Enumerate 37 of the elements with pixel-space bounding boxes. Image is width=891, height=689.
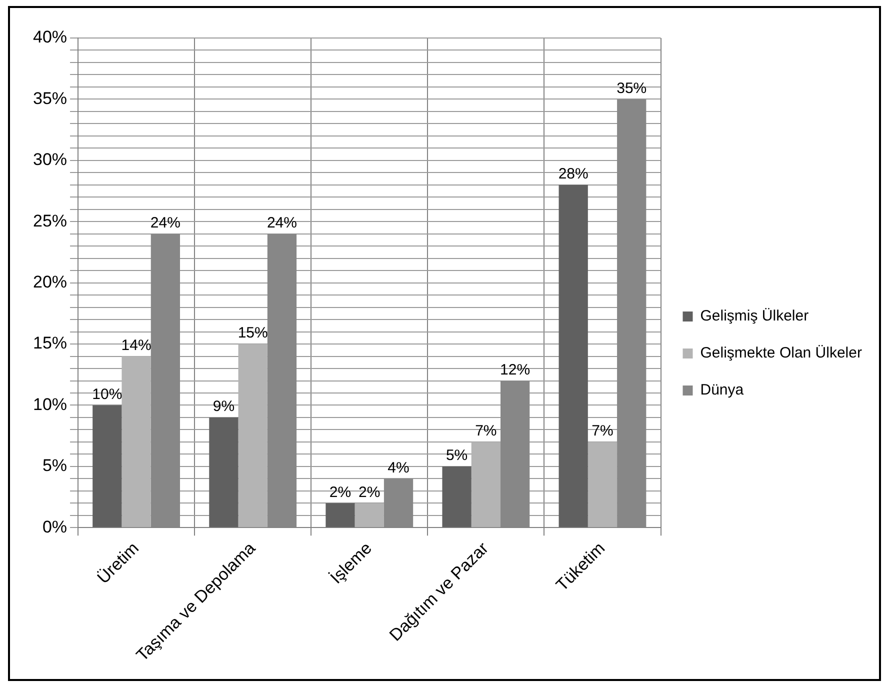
data-label: 14% — [121, 336, 152, 354]
bar — [326, 503, 355, 528]
data-label: 15% — [238, 324, 268, 342]
data-label: 7% — [475, 422, 497, 440]
data-label: 9% — [212, 398, 235, 416]
y-tick-label: 30% — [32, 150, 68, 170]
bar — [442, 466, 472, 528]
data-label: 10% — [92, 386, 122, 403]
data-label: 4% — [388, 459, 410, 476]
bar — [122, 356, 151, 528]
data-label: 24% — [150, 214, 180, 232]
bar — [354, 503, 384, 528]
legend-label: Gelişmekte Olan Ülkeler — [700, 344, 862, 362]
y-tick-label: 5% — [42, 456, 68, 476]
bar — [558, 184, 588, 528]
y-tick-label: 40% — [32, 28, 68, 47]
data-label: 5% — [446, 447, 468, 464]
data-label: 35% — [616, 80, 647, 97]
y-tick-label: 15% — [32, 334, 68, 353]
y-tick-label: 25% — [32, 211, 68, 230]
data-label: 2% — [358, 484, 380, 501]
bar — [471, 442, 500, 528]
y-tick-label: 35% — [32, 88, 68, 108]
bar — [92, 405, 122, 528]
data-label: 2% — [329, 484, 352, 501]
bar — [588, 442, 618, 528]
legend-label: Dünya — [700, 382, 744, 399]
data-label: 28% — [558, 166, 588, 183]
data-label: 12% — [500, 361, 530, 378]
y-tick-label: 0% — [42, 517, 68, 536]
data-label: 24% — [266, 214, 297, 232]
y-tick-label: 20% — [32, 272, 68, 292]
bar — [209, 417, 238, 528]
bar — [238, 344, 268, 528]
data-label: 7% — [592, 422, 614, 440]
legend-label: Gelişmiş Ülkeler — [700, 308, 809, 325]
y-tick-label: 10% — [32, 394, 68, 414]
